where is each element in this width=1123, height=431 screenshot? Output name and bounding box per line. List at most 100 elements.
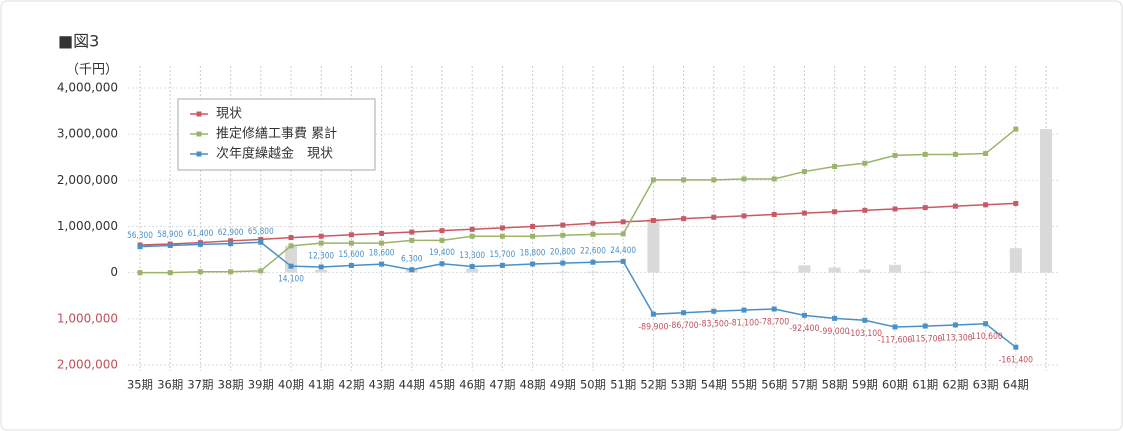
point [801,210,807,216]
point [711,177,717,183]
x-tick-label: 35期 [127,378,153,392]
point [379,261,385,267]
legend-marker [196,111,202,117]
x-tick-label: 52期 [640,378,666,392]
point [258,268,264,274]
data-label: 65,800 [248,227,274,237]
x-tick-label: 38期 [218,378,244,392]
point [952,151,958,157]
x-tick-label: 53期 [671,378,697,392]
x-tick-label: 56期 [761,378,787,392]
bar [1040,129,1052,273]
data-label: -113,300 [938,333,973,343]
data-label: 12,300 [308,251,334,261]
point [1013,126,1019,132]
point [862,160,868,166]
point [681,310,687,316]
data-label: -99,000 [820,327,850,337]
y-tick-label: 2,000,000 [57,358,118,372]
point [318,233,324,239]
x-tick-label: 63期 [973,378,999,392]
data-label: 15,600 [339,250,365,260]
x-tick-label: 43期 [369,378,395,392]
point [832,163,838,169]
point [288,235,294,241]
x-tick-label: 48期 [520,378,546,392]
line [139,241,1017,348]
data-label: -103,100 [848,329,883,339]
point [1013,200,1019,206]
point [801,312,807,318]
data-label: -78,700 [759,317,789,327]
point [862,317,868,323]
x-tick-label: 39期 [248,378,274,392]
point [348,232,354,238]
y-tick-label: 1,000,000 [57,311,118,325]
point [922,205,928,211]
x-tick-label: 41期 [308,378,334,392]
data-label: -115,700 [908,335,943,345]
point [801,169,807,175]
point [439,228,445,234]
data-label: 18,600 [369,249,395,259]
data-label: 6,300 [401,254,423,264]
data-label: 61,400 [188,229,214,239]
x-tick-label: 60期 [882,378,908,392]
point [409,237,415,243]
legend-marker [196,131,202,137]
bar [466,268,479,273]
point [1013,344,1019,350]
point [952,203,958,209]
legend-label: 現状 [216,107,242,122]
point [499,225,505,231]
point [228,241,234,247]
bar [858,269,871,273]
data-label: -117,600 [878,335,913,345]
point [288,243,294,249]
bar [1009,248,1022,273]
data-label: 20,800 [550,248,576,258]
point [650,311,656,317]
data-label: 13,300 [459,251,485,261]
x-tick-label: 37期 [187,378,213,392]
x-tick-label: 46期 [459,378,485,392]
point [197,241,203,247]
point [983,321,989,327]
x-tick-label: 45期 [429,378,455,392]
point [620,219,626,225]
x-tick-label: 36期 [157,378,183,392]
bar [647,218,660,273]
point [469,264,475,270]
x-tick-label: 55期 [731,378,757,392]
x-tick-label: 61期 [912,378,938,392]
point [258,239,264,245]
y-tick-label: 3,000,000 [57,127,118,141]
x-tick-label: 40期 [278,378,304,392]
point [560,222,566,228]
point [560,260,566,266]
point [197,269,203,275]
line [139,202,1016,246]
data-label: 19,400 [429,248,455,258]
point [650,177,656,183]
point [348,240,354,246]
bar [889,264,901,273]
point [409,229,415,235]
y-tick-label: 1,000,000 [57,219,118,233]
point [892,152,898,158]
point [469,226,475,232]
point [952,322,958,328]
point [771,306,777,312]
point [530,233,536,239]
point [983,202,989,208]
point [439,261,445,267]
data-label: 18,800 [520,248,546,258]
x-tick-label: 49期 [550,378,576,392]
x-tick-label: 54期 [701,378,727,392]
data-label: -89,900 [638,323,668,333]
point [711,308,717,314]
point [258,236,264,242]
point [832,315,838,321]
x-tick-label: 64期 [1003,378,1029,392]
